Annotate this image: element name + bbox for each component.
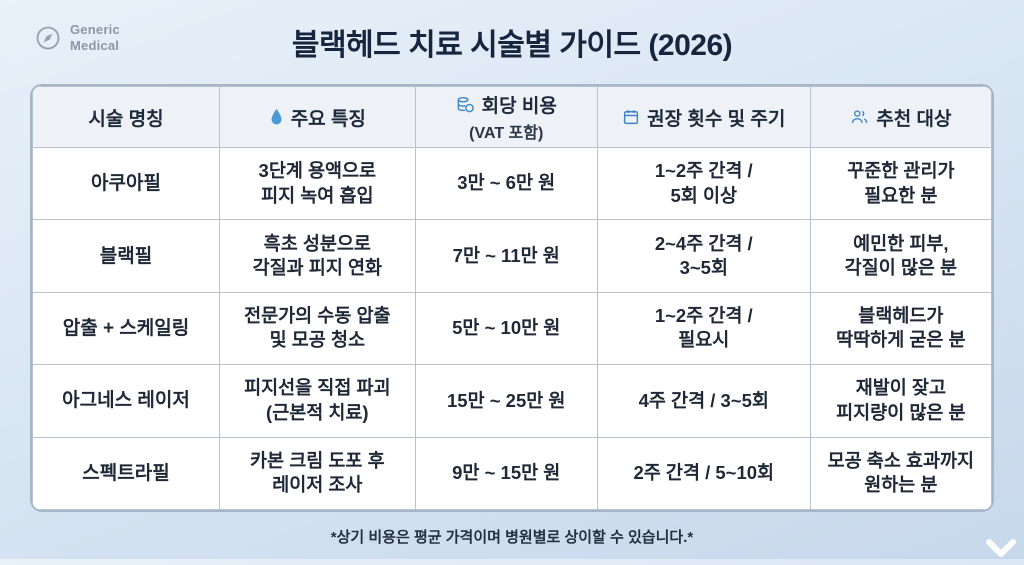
table-header-row: 시술 명칭 주요 특징 bbox=[32, 86, 992, 148]
col-header-procedure-label: 시술 명칭 bbox=[88, 108, 164, 130]
cell-cost: 7만 ~ 11만 원 bbox=[414, 219, 598, 293]
col-header-cost: 회당 비용 (VAT 포함) bbox=[414, 86, 598, 148]
table-row-blackpeel: 블랙필 흑초 성분으로 각질과 피지 연화 7만 ~ 11만 원 2~4주 간격… bbox=[32, 219, 992, 293]
brand-name: Generic Medical bbox=[70, 22, 120, 55]
guide-table: 시술 명칭 주요 특징 bbox=[30, 84, 994, 512]
cell-procedure: 아쿠아필 bbox=[32, 146, 220, 221]
cell-procedure: 블랙필 bbox=[32, 219, 220, 293]
col-header-cycle: 권장 횟수 및 주기 bbox=[596, 86, 811, 148]
coins-icon bbox=[456, 95, 475, 114]
droplet-icon bbox=[269, 108, 284, 126]
people-icon bbox=[850, 108, 869, 126]
cell-target: 예민한 피부, 각질이 많은 분 bbox=[809, 219, 992, 293]
treatment-table: 시술 명칭 주요 특징 bbox=[32, 86, 992, 510]
page-title: 블랙헤드 치료 시술별 가이드 (2026) bbox=[291, 29, 733, 62]
brand-name-line2: Medical bbox=[70, 38, 120, 54]
cell-procedure: 압출 + 스케일링 bbox=[32, 291, 220, 366]
cell-features: 3단계 용액으로 피지 녹여 흡입 bbox=[219, 146, 416, 221]
col-header-features-label: 주요 특징 bbox=[290, 108, 366, 130]
col-header-target: 추천 대상 bbox=[809, 86, 992, 148]
table-row-agnes-laser: 아그네스 레이저 피지선을 직접 파괴 (근본적 치료) 15만 ~ 25만 원… bbox=[32, 364, 992, 438]
cell-procedure: 스펙트라필 bbox=[32, 436, 220, 510]
compass-icon bbox=[34, 24, 62, 52]
chevron-down-icon bbox=[984, 538, 1018, 565]
cell-target: 블랙헤드가 딱딱하게 굳은 분 bbox=[809, 291, 992, 366]
cell-cycle: 4주 간격 / 3~5회 bbox=[596, 364, 811, 438]
col-header-features: 주요 특징 bbox=[219, 86, 416, 148]
cell-cycle: 2주 간격 / 5~10회 bbox=[596, 436, 811, 510]
cell-features: 피지선을 직접 파괴 (근본적 치료) bbox=[219, 364, 416, 438]
cell-features: 전문가의 수동 압출 및 모공 청소 bbox=[219, 291, 416, 366]
cell-target: 모공 축소 효과까지 원하는 분 bbox=[809, 436, 992, 510]
col-header-cycle-label: 권장 횟수 및 주기 bbox=[647, 108, 786, 130]
cell-cycle: 2~4주 간격 / 3~5회 bbox=[596, 219, 811, 293]
cell-cost: 9만 ~ 15만 원 bbox=[414, 436, 598, 510]
footnote: *상기 비용은 평균 가격이며 병원별로 상이할 수 있습니다.* bbox=[330, 529, 694, 546]
col-header-target-label: 추천 대상 bbox=[876, 108, 952, 130]
cell-cycle: 1~2주 간격 / 필요시 bbox=[596, 291, 811, 366]
col-header-cost-sublabel: (VAT 포함) bbox=[469, 125, 544, 142]
cell-cycle: 1~2주 간격 / 5회 이상 bbox=[596, 146, 811, 221]
cell-features: 흑초 성분으로 각질과 피지 연화 bbox=[219, 219, 416, 293]
brand-logo: Generic Medical bbox=[34, 22, 120, 55]
table-row-aquapeel: 아쿠아필 3단계 용액으로 피지 녹여 흡입 3만 ~ 6만 원 1~2주 간격… bbox=[32, 146, 992, 221]
cell-target: 꾸준한 관리가 필요한 분 bbox=[809, 146, 992, 221]
calendar-icon bbox=[622, 108, 640, 126]
brand-name-line1: Generic bbox=[70, 22, 120, 37]
col-header-cost-label: 회당 비용 bbox=[481, 96, 557, 117]
cell-cost: 15만 ~ 25만 원 bbox=[414, 364, 598, 438]
table-row-extraction-scaling: 압출 + 스케일링 전문가의 수동 압출 및 모공 청소 5만 ~ 10만 원 … bbox=[32, 291, 992, 366]
cell-features: 카본 크림 도포 후 레이저 조사 bbox=[219, 436, 416, 510]
col-header-procedure: 시술 명칭 bbox=[32, 86, 220, 148]
cell-cost: 5만 ~ 10만 원 bbox=[414, 291, 598, 366]
cell-cost: 3만 ~ 6만 원 bbox=[414, 146, 598, 221]
cell-target: 재발이 잦고 피지량이 많은 분 bbox=[809, 364, 992, 438]
table-row-spectra-peel: 스펙트라필 카본 크림 도포 후 레이저 조사 9만 ~ 15만 원 2주 간격… bbox=[32, 436, 992, 510]
cell-procedure: 아그네스 레이저 bbox=[32, 364, 220, 438]
